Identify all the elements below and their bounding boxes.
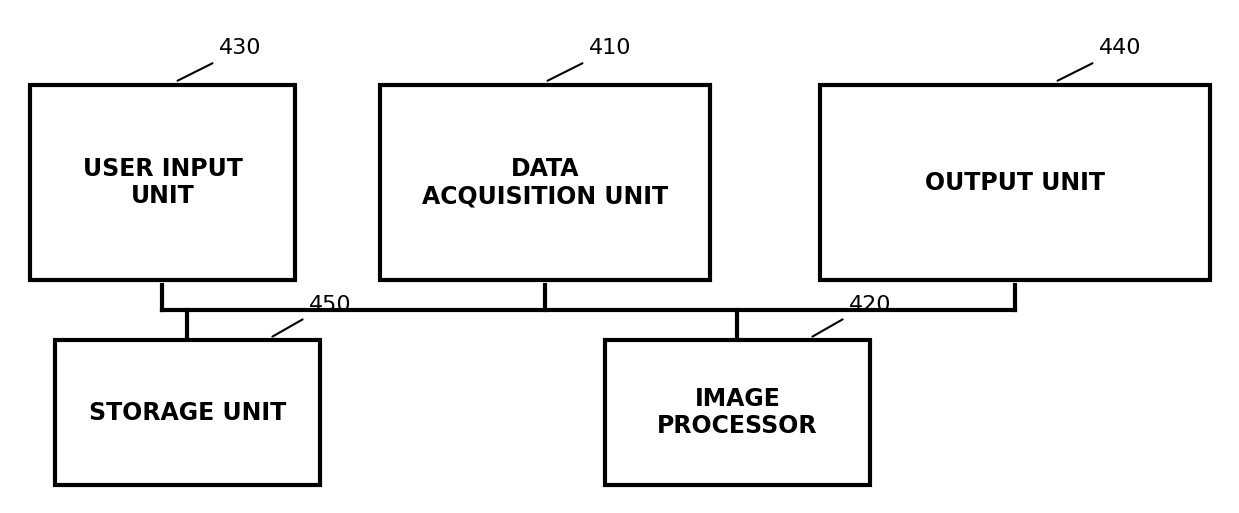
Text: 410: 410 — [589, 38, 631, 58]
Text: USER INPUT
UNIT: USER INPUT UNIT — [83, 156, 243, 208]
Text: IMAGE
PROCESSOR: IMAGE PROCESSOR — [657, 387, 818, 439]
FancyBboxPatch shape — [380, 85, 710, 280]
Text: 450: 450 — [309, 295, 352, 315]
FancyBboxPatch shape — [30, 85, 295, 280]
FancyBboxPatch shape — [55, 340, 320, 485]
FancyBboxPatch shape — [820, 85, 1211, 280]
Text: 440: 440 — [1099, 38, 1141, 58]
Text: OUTPUT UNIT: OUTPUT UNIT — [926, 170, 1105, 194]
Text: 430: 430 — [219, 38, 261, 58]
Text: STORAGE UNIT: STORAGE UNIT — [89, 401, 286, 424]
Text: 420: 420 — [849, 295, 891, 315]
FancyBboxPatch shape — [605, 340, 870, 485]
Text: DATA
ACQUISITION UNIT: DATA ACQUISITION UNIT — [422, 156, 668, 208]
